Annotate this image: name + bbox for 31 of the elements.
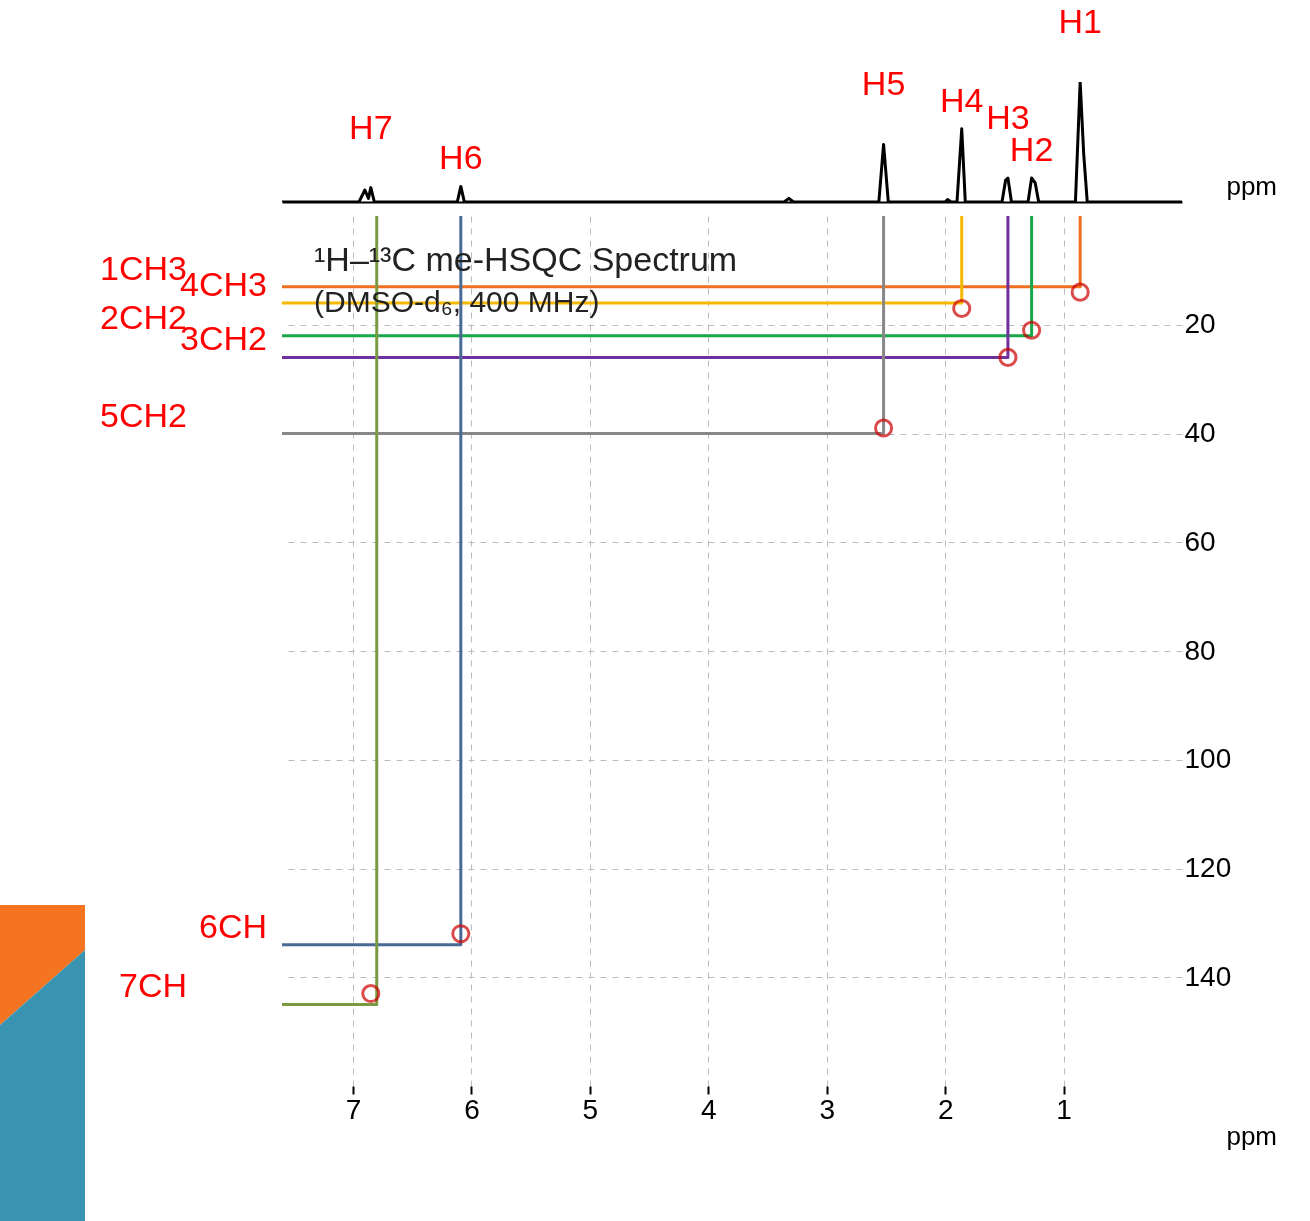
y-tick-label: 60 bbox=[1184, 525, 1216, 557]
x-tick-label: 5 bbox=[582, 1093, 599, 1125]
text: 6CH bbox=[198, 906, 267, 945]
text: 5CH2 bbox=[100, 395, 187, 434]
point bbox=[998, 347, 1018, 367]
point bbox=[874, 418, 894, 438]
point bbox=[451, 924, 471, 944]
x-tick-label: 4 bbox=[701, 1093, 717, 1125]
y-tick-label: 80 bbox=[1184, 634, 1216, 666]
annotation: H1 bbox=[1058, 2, 1102, 40]
x-tick-label: 3 bbox=[819, 1093, 836, 1125]
annotation: H6 bbox=[439, 138, 483, 177]
x-tick-label: 7 bbox=[345, 1093, 362, 1125]
x-tick-label: 6 bbox=[464, 1093, 480, 1125]
y-tick-label: 100 bbox=[1184, 743, 1232, 775]
x-tick-label: 2 bbox=[937, 1093, 954, 1125]
annotation: H4 bbox=[940, 80, 984, 119]
x-tick-label: 1 bbox=[1056, 1093, 1072, 1125]
y-tick-label: 120 bbox=[1184, 852, 1232, 883]
y-tick-label: 140 bbox=[1184, 960, 1232, 992]
point bbox=[1070, 282, 1090, 302]
point bbox=[1022, 320, 1042, 340]
point bbox=[952, 298, 972, 318]
annotation: H7 bbox=[349, 107, 393, 146]
y-tick-label: 20 bbox=[1184, 308, 1216, 340]
annotation: H5 bbox=[861, 64, 906, 103]
x-axis-title: ppm bbox=[1226, 1121, 1277, 1151]
text: 7CH bbox=[118, 966, 187, 1005]
x-axis-title: ppm bbox=[1226, 171, 1277, 201]
y-tick-label: 40 bbox=[1184, 417, 1216, 448]
point bbox=[361, 984, 381, 1004]
